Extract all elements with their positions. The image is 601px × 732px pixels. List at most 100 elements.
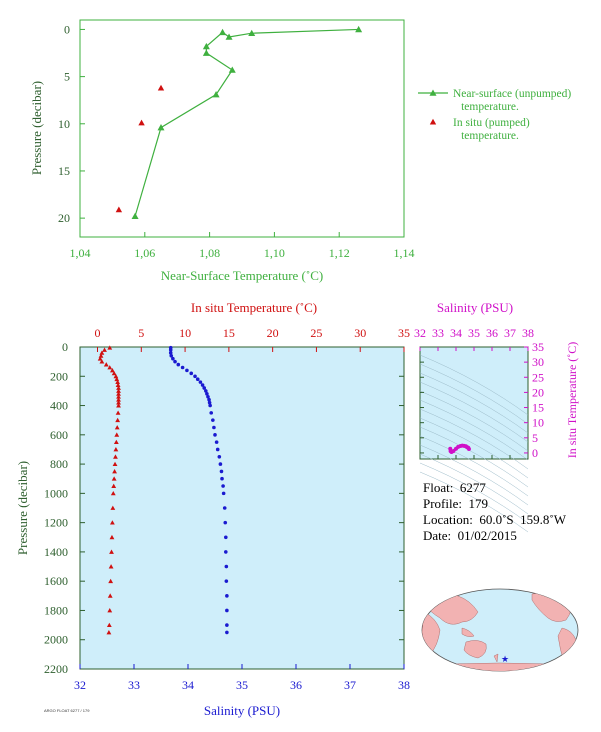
temperature-point — [116, 394, 121, 399]
salinity-point — [224, 579, 229, 583]
ts-top-tick-label: 33 — [432, 326, 444, 340]
salinity-point — [208, 403, 212, 408]
temperature-point — [111, 476, 117, 481]
temperature-point — [115, 382, 121, 387]
ts-top-axis-label: Salinity (PSU) — [437, 300, 513, 315]
temperature-point — [106, 630, 112, 635]
profile-top-tick-label: 20 — [267, 326, 279, 340]
legend-near-surface-label: Near-surface (unpumped) — [453, 88, 571, 100]
temperature-point — [107, 608, 113, 613]
near-surface-point — [157, 124, 165, 131]
temperature-point — [98, 353, 104, 358]
ns-x-tick-label: 1,04 — [70, 246, 91, 260]
isopycnal-line — [419, 453, 529, 515]
temperature-point — [111, 483, 117, 488]
ns-y-tick-label: 10 — [58, 117, 70, 131]
near-surface-point — [212, 91, 220, 98]
isopycnal-line — [419, 426, 529, 488]
temperature-point — [110, 490, 116, 496]
profile-y-tick-label: 0 — [62, 340, 68, 354]
ts-right-tick-label: 5 — [532, 431, 538, 445]
temperature-point — [115, 379, 121, 385]
salinity-point — [211, 418, 215, 422]
profile-salinity-ticks: 32 33 34 35 36 37 38 — [74, 664, 410, 692]
legend-in-situ-marker — [429, 118, 437, 125]
ns-x-tick-label: 1,12 — [329, 246, 350, 260]
ts-right-tick-label: 10 — [532, 416, 544, 430]
ns-y-tick-label: 15 — [58, 164, 70, 178]
salinity-point — [214, 440, 219, 444]
profile-top-tick-label: 0 — [95, 326, 101, 340]
ts-point — [451, 449, 456, 454]
profile-top-axis-label: In situ Temperature (˚C) — [191, 300, 317, 315]
salinity-point — [221, 484, 225, 488]
in-situ-point — [157, 84, 165, 91]
profile-bottom-tick-label: 36 — [290, 678, 302, 692]
ts-top-tick-label: 35 — [468, 326, 480, 340]
temperature-point — [97, 356, 103, 361]
profile-y-tick-label: 800 — [50, 457, 68, 471]
temperature-point — [108, 578, 114, 584]
near-surface-point — [219, 28, 227, 36]
salinity-point — [169, 353, 174, 358]
ns-y-tick-label: 0 — [64, 22, 70, 36]
salinity-point — [168, 351, 173, 355]
ts-top-tick-label: 38 — [522, 326, 534, 340]
profile-date: Date: 01/02/2015 — [423, 528, 517, 543]
ts-right-tick-label: 15 — [532, 401, 544, 415]
profile-y-tick-label: 2200 — [44, 662, 68, 676]
temperature-point — [116, 400, 121, 405]
salinity-point — [215, 447, 220, 452]
temperature-point — [115, 410, 121, 415]
salinity-point — [193, 374, 197, 379]
ts-right-tick-label: 30 — [532, 355, 544, 369]
salinity-point — [225, 630, 229, 635]
legend-in-situ-label: temperature. — [461, 130, 519, 142]
profile-top-tick-label: 25 — [310, 326, 322, 340]
salinity-point — [217, 454, 222, 459]
near-surface-x-ticks: 1,04 1,06 1,08 1,10 1,12 1,14 — [70, 232, 415, 260]
float-info: Float: 6277 Profile: 179 Location: 60.0˚… — [423, 480, 566, 544]
profile-top-tick-label: 10 — [179, 326, 191, 340]
isopycnal-line — [419, 471, 529, 533]
salinity-point — [212, 425, 216, 430]
salinity-point — [198, 380, 203, 384]
in-situ-point — [138, 119, 145, 126]
near-surface-point — [248, 29, 256, 37]
ts-right-axis-label: In situ Temperature (˚C) — [565, 342, 579, 459]
ns-x-tick-label: 1,14 — [394, 246, 415, 260]
temperature-point — [107, 593, 113, 598]
temperature-point — [110, 368, 115, 373]
salinity-point — [213, 433, 217, 437]
temperature-point — [113, 454, 118, 459]
salinity-point — [195, 377, 200, 382]
profile-y-label: Pressure (decibar) — [15, 461, 30, 555]
near-surface-point — [202, 42, 210, 50]
temperature-point — [107, 345, 113, 350]
salinity-point — [173, 359, 177, 364]
salinity-point — [185, 368, 189, 373]
temperature-point — [116, 391, 121, 396]
temperature-point — [99, 359, 105, 364]
near-surface-point — [225, 33, 233, 40]
profile-y-tick-label: 400 — [50, 399, 68, 413]
temperature-point — [99, 350, 105, 355]
salinity-point — [176, 362, 181, 367]
temperature-point — [109, 549, 114, 554]
temperature-point — [102, 347, 107, 352]
temperature-point — [116, 388, 121, 393]
legend-near-surface-marker — [429, 89, 437, 96]
salinity-point — [219, 469, 224, 474]
profile-bottom-tick-label: 33 — [128, 678, 140, 692]
isopycnal-line — [419, 408, 529, 470]
near-surface-point — [228, 66, 236, 73]
ts-frame — [419, 346, 529, 460]
near-surface-point — [131, 212, 139, 220]
ts-right-tick-label: 20 — [532, 385, 544, 399]
salinity-point — [223, 520, 228, 525]
ts-point — [466, 447, 471, 452]
temperature-point — [112, 461, 118, 467]
profile-top-tick-label: 35 — [398, 326, 410, 340]
